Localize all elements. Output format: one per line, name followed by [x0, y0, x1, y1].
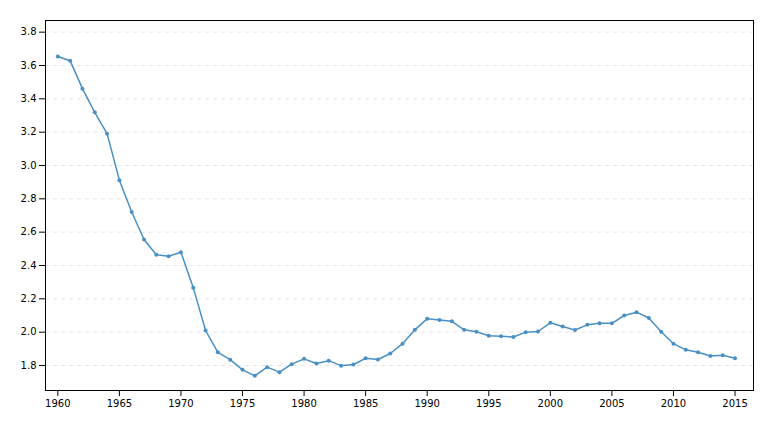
svg-text:2015: 2015: [722, 398, 747, 409]
svg-text:1985: 1985: [353, 398, 378, 409]
svg-text:2005: 2005: [599, 398, 624, 409]
svg-text:2.0: 2.0: [21, 326, 37, 337]
svg-text:1960: 1960: [45, 398, 70, 409]
svg-text:1.8: 1.8: [21, 360, 37, 371]
svg-text:3.6: 3.6: [21, 60, 37, 71]
svg-text:3.8: 3.8: [21, 26, 37, 37]
svg-text:1980: 1980: [291, 398, 316, 409]
svg-text:3.2: 3.2: [21, 126, 37, 137]
svg-text:1975: 1975: [230, 398, 255, 409]
svg-text:3.4: 3.4: [21, 93, 37, 104]
svg-text:1990: 1990: [414, 398, 439, 409]
svg-text:1995: 1995: [476, 398, 501, 409]
svg-text:2.2: 2.2: [21, 293, 37, 304]
svg-text:2.4: 2.4: [21, 260, 37, 271]
svg-text:3.0: 3.0: [21, 160, 37, 171]
svg-text:2010: 2010: [661, 398, 686, 409]
svg-text:2.8: 2.8: [21, 193, 37, 204]
svg-text:2000: 2000: [538, 398, 563, 409]
svg-text:1965: 1965: [107, 398, 132, 409]
svg-text:2.6: 2.6: [21, 226, 37, 237]
svg-text:1970: 1970: [168, 398, 193, 409]
